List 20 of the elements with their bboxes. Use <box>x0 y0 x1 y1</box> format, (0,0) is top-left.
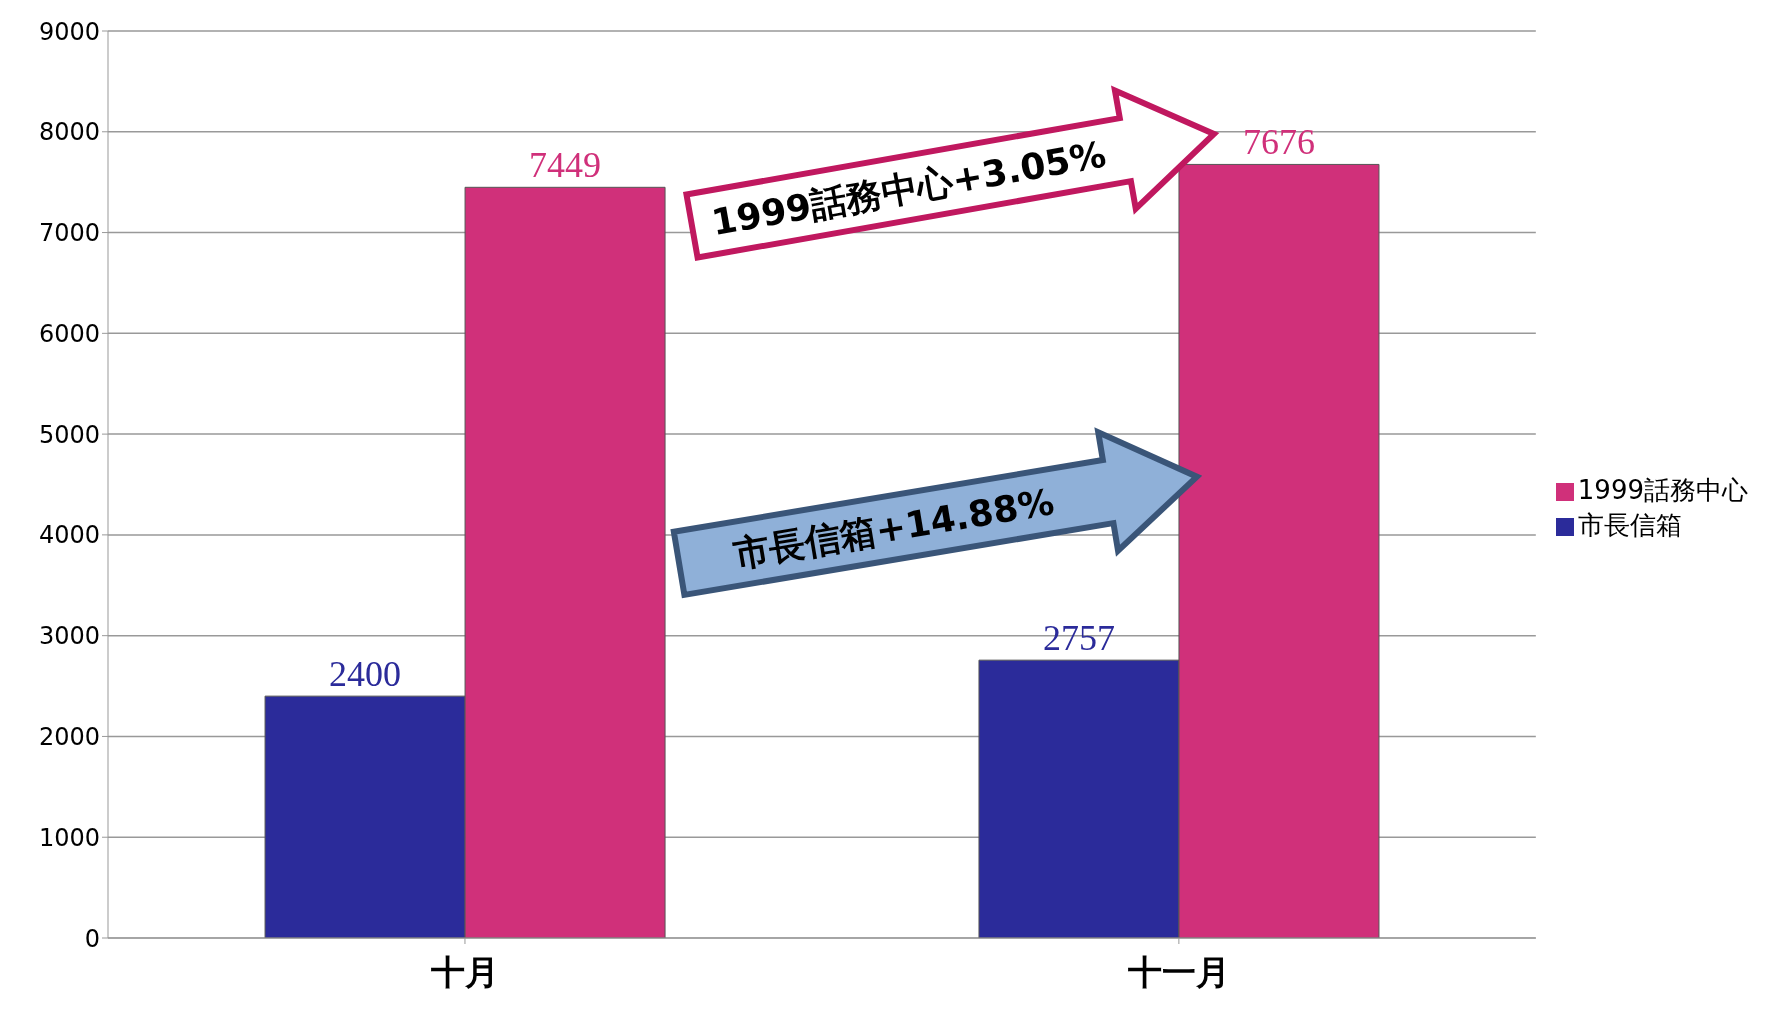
annotation: 1999話務中心+3.05% <box>708 133 1109 244</box>
data-label: 2757 <box>1042 618 1115 659</box>
y-tick-label: 2000 <box>38 722 100 751</box>
annotation: 市長信箱+14.88% <box>730 480 1057 575</box>
data-label: 7676 <box>1242 122 1315 163</box>
data-label: 7449 <box>529 145 602 186</box>
y-tick-label: 0 <box>84 924 100 953</box>
y-tick-label: 9000 <box>38 17 100 46</box>
y-tick-label: 4000 <box>38 521 100 550</box>
legend-label: 1999話務中心 <box>1577 475 1748 505</box>
x-tick-label: 十一月 <box>1126 952 1230 993</box>
legend-label: 市長信箱 <box>1577 510 1682 540</box>
x-tick-label: 十月 <box>429 952 499 993</box>
y-tick-label: 3000 <box>38 622 100 651</box>
y-tick-label: 5000 <box>38 420 100 449</box>
y-tick-label: 1000 <box>38 823 100 852</box>
y-tick-label: 7000 <box>38 219 100 248</box>
y-tick-label: 6000 <box>38 319 100 348</box>
data-label: 2400 <box>329 654 402 695</box>
y-tick-label: 8000 <box>38 118 100 147</box>
